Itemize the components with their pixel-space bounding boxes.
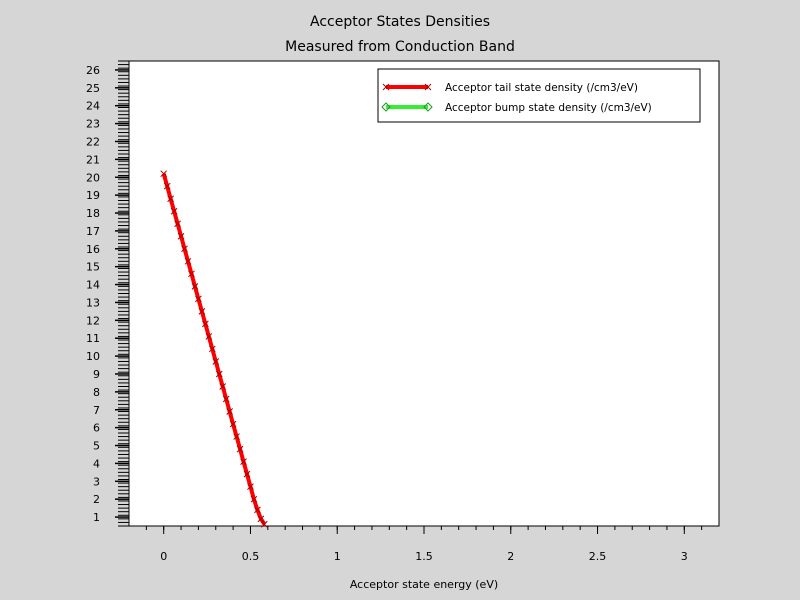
legend-marker: [423, 102, 433, 112]
legend-marker: [381, 102, 391, 112]
series-point: [184, 257, 192, 265]
legend-entry: Acceptor bump state density (/cm3/eV): [381, 102, 652, 114]
plot-area: [128, 60, 720, 527]
y-tick-label: 21: [86, 153, 100, 166]
series-point: [240, 458, 247, 465]
series-point: [170, 207, 178, 215]
series-point: [222, 395, 230, 403]
chart-title: Acceptor States Densities: [310, 14, 490, 30]
series-point: [174, 220, 181, 228]
y-tick-label: 5: [93, 440, 100, 453]
x-tick-label: 0.5: [242, 550, 260, 563]
series-point: [160, 170, 168, 178]
series-point: [167, 195, 175, 203]
legend-marker: [424, 83, 432, 91]
y-tick-label: 14: [86, 279, 100, 292]
series-point: [215, 370, 223, 378]
y-tick-label: 12: [86, 314, 100, 327]
y-tick-label: 9: [93, 368, 100, 381]
series-layer: [160, 170, 268, 528]
x-tick-label: 2.5: [589, 550, 607, 563]
legend-entry: Acceptor tail state density (/cm3/eV): [382, 82, 638, 94]
series-point: [163, 182, 171, 190]
y-tick-label: 17: [86, 225, 100, 238]
y-tick-label: 23: [86, 118, 100, 131]
series-point: [195, 295, 202, 303]
series-point: [198, 308, 206, 315]
y-tick-label: 26: [86, 64, 100, 77]
legend-entries: Acceptor tail state density (/cm3/eV) Acc…: [381, 82, 652, 114]
legend: Acceptor tail state density (/cm3/eV) Acc…: [377, 68, 701, 123]
series-line: [161, 173, 267, 526]
y-tick-label: 2: [93, 493, 100, 506]
x-tick-label: 2: [507, 550, 514, 563]
series-point: [229, 420, 237, 428]
y-tick-label: 8: [93, 386, 100, 399]
y-tick-label: 10: [86, 350, 100, 363]
series-point: [212, 358, 220, 365]
y-axis: 1234567891011121314151617181920212223242…: [86, 64, 129, 524]
series-point: [257, 515, 265, 523]
y-tick-label: 7: [93, 404, 100, 417]
x-axis-label: Acceptor state energy (eV): [350, 578, 498, 591]
y-tick-label: 22: [86, 135, 100, 148]
legend-box: [377, 68, 701, 123]
series-point: [247, 483, 254, 491]
y-tick-label: 4: [93, 457, 100, 470]
series-point: [177, 232, 185, 240]
y-tick-label: 11: [86, 332, 100, 345]
series-point: [254, 506, 261, 514]
series-point: [205, 333, 213, 340]
series-point: [250, 495, 258, 503]
y-tick-label: 13: [86, 296, 100, 309]
y-tick-label: 24: [86, 100, 100, 113]
y-tick-label: 6: [93, 422, 100, 435]
series-point: [191, 282, 199, 290]
series-point: [181, 245, 188, 253]
y-minor-ticks: [118, 60, 129, 527]
series-point: [233, 433, 240, 440]
series-point: [260, 520, 268, 528]
x-axis: 0 0.5 1 1.5 2 2.5 3: [145, 526, 703, 563]
legend-label: Acceptor bump state density (/cm3/eV): [445, 102, 652, 114]
y-tick-label: 15: [86, 261, 100, 274]
y-tick-label: 19: [86, 189, 100, 202]
x-tick-label: 1.5: [415, 550, 433, 563]
x-tick-label: 3: [681, 550, 688, 563]
y-tick-label: 16: [86, 243, 100, 256]
chart-subtitle: Measured from Conduction Band: [285, 39, 515, 55]
series-point: [219, 383, 227, 390]
series-point: [236, 445, 244, 453]
series-point: [208, 345, 216, 353]
series-point: [226, 408, 234, 415]
legend-marker: [382, 83, 390, 91]
x-tick-label: 0: [160, 550, 167, 563]
y-tick-label: 18: [86, 207, 100, 220]
x-tick-label: 1: [334, 550, 341, 563]
y-tick-label: 20: [86, 171, 100, 184]
legend-label: Acceptor tail state density (/cm3/eV): [445, 82, 638, 94]
y-tick-label: 25: [86, 82, 100, 95]
y-tick-label: 3: [93, 475, 100, 488]
series-point: [243, 470, 251, 478]
series-point: [188, 270, 195, 278]
series-point: [201, 320, 209, 328]
y-tick-label: 1: [93, 511, 100, 524]
